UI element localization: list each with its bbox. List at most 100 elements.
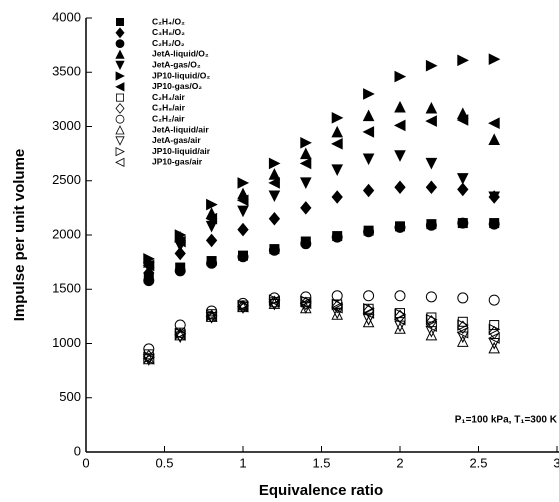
point <box>488 218 500 230</box>
point <box>268 244 280 256</box>
point <box>362 126 375 138</box>
point <box>143 275 155 287</box>
point <box>425 59 438 72</box>
point <box>174 229 187 241</box>
point <box>331 301 343 314</box>
x-tick-label: 3 <box>553 455 559 470</box>
point <box>456 326 469 339</box>
point <box>456 114 469 126</box>
point <box>488 341 501 354</box>
point <box>488 323 501 336</box>
point <box>488 191 501 204</box>
point <box>425 219 437 231</box>
point <box>174 265 186 277</box>
point <box>268 295 280 307</box>
point <box>363 226 375 238</box>
legend-symbol <box>115 102 125 114</box>
point <box>425 291 437 303</box>
point <box>331 190 343 204</box>
point <box>488 53 501 66</box>
point <box>362 153 375 166</box>
point <box>394 320 406 333</box>
point <box>363 302 375 315</box>
point <box>299 297 312 310</box>
x-axis-label: Equivalence ratio <box>259 482 383 499</box>
point <box>205 233 218 248</box>
point <box>456 331 469 344</box>
point <box>331 231 343 243</box>
point <box>268 157 281 170</box>
point <box>457 319 469 331</box>
x-tick-label: 0 <box>82 455 89 470</box>
legend-symbol <box>115 49 125 59</box>
point <box>205 310 218 323</box>
legend-label: C₂H₂/O₂ <box>152 38 185 48</box>
point <box>363 290 375 302</box>
legend-label: JP10-gas/air <box>152 157 203 167</box>
point <box>331 138 343 150</box>
legend-symbol <box>115 60 125 71</box>
legend-label: C₃H₈/air <box>152 103 186 113</box>
x-tick-label: 2.5 <box>469 455 487 470</box>
legend-label: JP10-liquid/O₂ <box>152 70 210 80</box>
point <box>143 253 155 265</box>
point <box>425 101 438 114</box>
point <box>206 198 218 211</box>
x-tick-label: 0.5 <box>155 455 173 470</box>
point <box>488 133 501 146</box>
point <box>237 222 249 237</box>
point <box>425 180 438 195</box>
point <box>425 313 438 326</box>
point <box>393 313 406 326</box>
legend-label: JP10-gas/O₂ <box>152 81 202 91</box>
point <box>174 327 187 340</box>
point <box>236 194 249 207</box>
point <box>300 136 312 149</box>
legend-label: C₂H₄/air <box>152 92 186 102</box>
point <box>205 212 218 225</box>
y-tick-label: 0 <box>74 443 81 458</box>
legend-label: JetA-liquid/O₂ <box>152 49 209 59</box>
point <box>425 320 437 332</box>
point <box>268 177 280 189</box>
point <box>362 314 375 326</box>
point <box>331 307 344 320</box>
point <box>457 54 469 67</box>
point <box>362 183 375 198</box>
point <box>331 290 343 302</box>
legend-label: JP10-liquid/air <box>152 146 211 156</box>
point <box>394 180 406 195</box>
point <box>394 322 406 334</box>
point <box>331 299 343 314</box>
legend-label: C₂H₂/air <box>152 113 185 123</box>
point <box>331 125 344 138</box>
y-tick-label: 2000 <box>52 226 81 241</box>
legend-label: JetA-gas/air <box>152 135 201 145</box>
legend-symbol <box>115 27 125 39</box>
point <box>237 205 249 218</box>
point <box>488 338 501 350</box>
point <box>362 315 375 328</box>
point <box>394 290 406 302</box>
point <box>174 246 186 261</box>
point <box>456 335 469 347</box>
point <box>331 164 344 177</box>
legend-symbol <box>115 136 125 146</box>
legend-symbol <box>115 146 125 157</box>
legend-symbol <box>116 93 125 102</box>
point <box>142 259 155 272</box>
point <box>237 177 250 189</box>
point <box>425 328 438 341</box>
point <box>236 300 249 313</box>
point <box>457 320 469 335</box>
point <box>394 150 406 162</box>
point <box>299 177 312 190</box>
legend-symbol <box>115 82 125 92</box>
point <box>268 190 281 203</box>
point <box>300 296 312 311</box>
point <box>394 100 406 113</box>
point <box>237 251 249 263</box>
y-tick-label: 4000 <box>52 9 81 24</box>
legend-symbol <box>115 125 125 135</box>
annotation: P₁=100 kPa, T₁=300 K <box>455 415 558 426</box>
